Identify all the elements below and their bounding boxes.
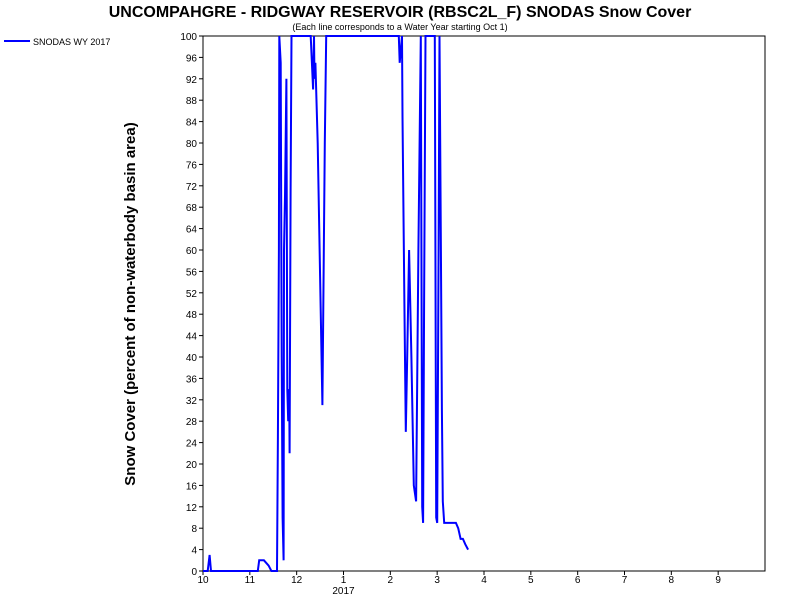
x-tick-label: 7 <box>622 575 628 586</box>
y-tick-label: 20 <box>186 460 198 471</box>
y-tick-label: 92 <box>186 75 198 86</box>
y-tick-label: 36 <box>186 374 198 385</box>
x-tick-label: 9 <box>715 575 721 586</box>
y-tick-label: 4 <box>191 546 197 557</box>
y-tick-label: 72 <box>186 182 198 193</box>
chart-title: UNCOMPAHGRE - RIDGWAY RESERVOIR (RBSC2L_… <box>109 4 692 21</box>
series-layer <box>203 35 469 572</box>
y-tick-label: 32 <box>186 396 198 407</box>
y-tick-label: 96 <box>186 53 198 64</box>
x-tick-label: 11 <box>245 575 256 586</box>
y-tick-label: 80 <box>186 139 198 150</box>
y-tick-label: 84 <box>186 118 198 129</box>
y-axis: 0481216202428323640444852566064687276808… <box>180 32 203 578</box>
y-tick-label: 0 <box>191 567 197 578</box>
x-tick-label: 5 <box>528 575 534 586</box>
x-year-label: 2017 <box>332 586 355 597</box>
x-tick-label: 10 <box>197 575 209 586</box>
legend-label: SNODAS WY 2017 <box>33 37 110 47</box>
y-tick-label: 76 <box>186 160 198 171</box>
x-tick-label: 1 <box>341 575 347 586</box>
y-tick-label: 68 <box>186 203 198 214</box>
y-tick-label: 56 <box>186 267 198 278</box>
x-tick-label: 12 <box>291 575 303 586</box>
y-axis-label: Snow Cover (percent of non-waterbody bas… <box>122 122 139 485</box>
chart-subtitle: (Each line corresponds to a Water Year s… <box>292 22 507 32</box>
x-tick-label: 8 <box>669 575 675 586</box>
x-tick-label: 4 <box>481 575 487 586</box>
y-tick-label: 44 <box>186 332 198 343</box>
y-tick-label: 12 <box>186 503 198 514</box>
y-tick-label: 64 <box>186 225 198 236</box>
x-tick-label: 3 <box>434 575 440 586</box>
y-tick-label: 28 <box>186 417 198 428</box>
y-tick-label: 88 <box>186 96 198 107</box>
y-tick-label: 60 <box>186 246 198 257</box>
legend: SNODAS WY 2017 <box>4 37 110 47</box>
x-tick-label: 6 <box>575 575 581 586</box>
x-tick-label: 2 <box>388 575 394 586</box>
y-tick-label: 48 <box>186 310 198 321</box>
series-line <box>203 35 469 572</box>
y-tick-label: 52 <box>186 289 198 300</box>
y-tick-label: 8 <box>191 524 197 535</box>
y-tick-label: 24 <box>186 439 198 450</box>
y-tick-label: 40 <box>186 353 198 364</box>
y-tick-label: 16 <box>186 481 198 492</box>
y-tick-label: 100 <box>180 32 197 43</box>
